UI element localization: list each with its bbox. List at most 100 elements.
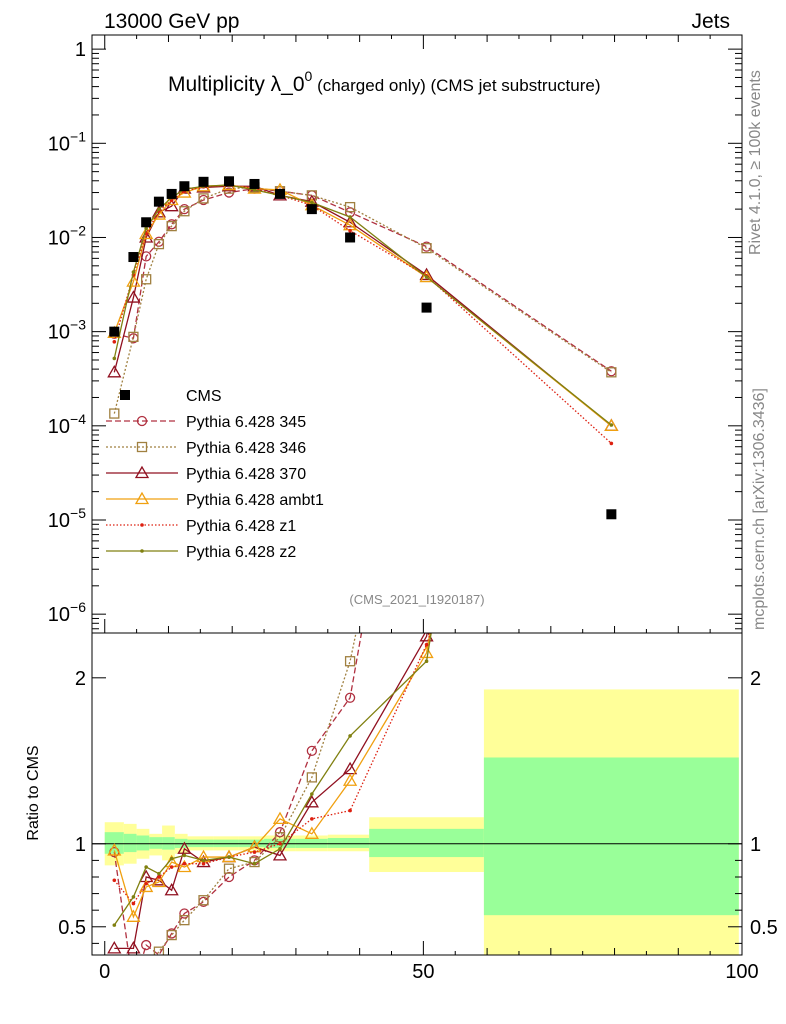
series-5-point [112, 356, 117, 361]
ratio-4-point [169, 865, 174, 869]
main-plot-series [107, 177, 619, 446]
legend-label: Pythia 6.428 345 [186, 414, 306, 431]
ratio-0-point [141, 939, 152, 951]
ratio-4-point [131, 901, 136, 906]
series-5-point [157, 207, 161, 211]
legend-entry-5: Pythia 6.428 z2 [106, 544, 296, 561]
cms-point [345, 232, 356, 243]
ratio-2-point [177, 841, 192, 854]
ratio-plot-series [107, 633, 434, 955]
series-2-point [107, 364, 122, 378]
series-1-point [179, 206, 190, 217]
y-tick-label: 1 [75, 39, 86, 61]
cms-point [153, 196, 164, 207]
cms-point [166, 188, 177, 199]
series-3-point [604, 418, 619, 431]
ratio-4-point [201, 861, 206, 866]
ratio-5-point [169, 856, 174, 861]
side-label-mcplots: mcplots.cern.ch [arXiv:1306.3436] [751, 388, 768, 630]
ratio-5-point [252, 861, 257, 866]
ratio-1-point [274, 832, 286, 843]
band-inner-0 [104, 832, 124, 854]
analysis-id: (CMS_2021_I1920187) [349, 592, 484, 607]
cms-point [109, 326, 120, 337]
ratio-5-point [227, 855, 231, 859]
series-3-point [164, 192, 179, 206]
legend-entry-4: Pythia 6.428 z1 [106, 518, 296, 535]
band-inner-2 [136, 835, 150, 851]
legend-marker [140, 549, 144, 553]
ratio-4-point [348, 808, 352, 813]
ratio-tick-label-left: 1 [75, 834, 86, 856]
series-5-point [252, 188, 257, 192]
series-4-point [348, 228, 352, 233]
ratio-tick-label-right: 1 [750, 834, 761, 856]
ratio-5-point [424, 659, 429, 664]
legend-entry-0: Pythia 6.428 345 [106, 414, 306, 431]
series-5-point [609, 423, 614, 427]
y-tick-label: 10−4 [48, 411, 86, 438]
ratio-line-3 [113, 633, 431, 919]
series-5-point [310, 200, 314, 205]
ratio-5-point [278, 846, 282, 851]
y-tick-label: 10−5 [48, 505, 86, 532]
ratio-4-point [157, 875, 161, 879]
axes: 0 50 100 1 10−1 10−2 10−3 10−4 10−5 10−6 0.5 0.5 1 1 2… [48, 35, 778, 983]
series-4-point [609, 441, 614, 446]
legend-marker [134, 465, 150, 479]
series-2-point [126, 290, 141, 303]
cms-point [128, 252, 139, 263]
cms-point [274, 188, 285, 199]
series-1-point [128, 331, 139, 343]
cms-point [306, 204, 317, 215]
ratio-4-point [278, 841, 282, 846]
x-tick-label: 100 [725, 961, 758, 983]
title-superscript: 0 [305, 68, 313, 84]
ratio-line-4 [113, 633, 432, 905]
ratio-plot-frame [91, 632, 743, 956]
ratio-line-5 [113, 633, 432, 926]
legend-label: Pythia 6.428 370 [186, 466, 306, 483]
y-tick-label: 10−1 [48, 128, 86, 155]
ratio-2-point [164, 882, 179, 896]
series-3-point [139, 226, 154, 240]
series-5-point [424, 275, 429, 279]
ratio-axis-label: Ratio to CMS [25, 745, 42, 840]
legend-marker [140, 523, 144, 527]
title-main: Multiplicity λ_0 [168, 73, 305, 96]
legend-entry-2: Pythia 6.428 370 [106, 465, 306, 483]
series-4-point [169, 198, 174, 203]
series-1-point [141, 274, 152, 285]
ratio-0-point [306, 745, 318, 756]
legend-marker [136, 415, 148, 427]
legend: CMS Pythia 6.428 345 Pythia 6.428 346 Pythi… [106, 388, 324, 561]
legend-marker [134, 491, 150, 505]
ratio-1-point [198, 895, 209, 906]
ratio-tick-label-right: 0.5 [750, 917, 778, 939]
series-3-point [419, 269, 434, 283]
series-5-point [348, 215, 352, 219]
ratio-5-point [144, 865, 148, 869]
ratio-2-point [272, 848, 288, 861]
cms-data-points [109, 176, 617, 520]
ratio-5-point [182, 853, 187, 858]
ratio-5-point [348, 734, 352, 738]
x-tick-label: 50 [412, 961, 434, 983]
header-right: Jets [691, 10, 730, 33]
ratio-3-point [177, 859, 192, 873]
ratio-5-point [157, 871, 161, 876]
ratio-3-point [221, 849, 237, 863]
header-left: 13000 GeV pp [104, 10, 239, 33]
ratio-1-point [179, 914, 190, 926]
ratio-1-point [306, 772, 318, 783]
ratio-tick-label-left: 2 [75, 668, 86, 690]
side-label-rivet: Rivet 4.1.0, ≥ 100k events [747, 70, 764, 255]
ratio-2-point [304, 794, 319, 808]
ratio-line-2 [114, 633, 428, 950]
cms-point [198, 176, 209, 187]
ratio-3-point [107, 843, 122, 856]
ratio-1-point [223, 863, 235, 874]
series-line-1 [113, 186, 612, 414]
series-line-0 [114, 187, 612, 372]
ratio-0-point [223, 871, 235, 883]
